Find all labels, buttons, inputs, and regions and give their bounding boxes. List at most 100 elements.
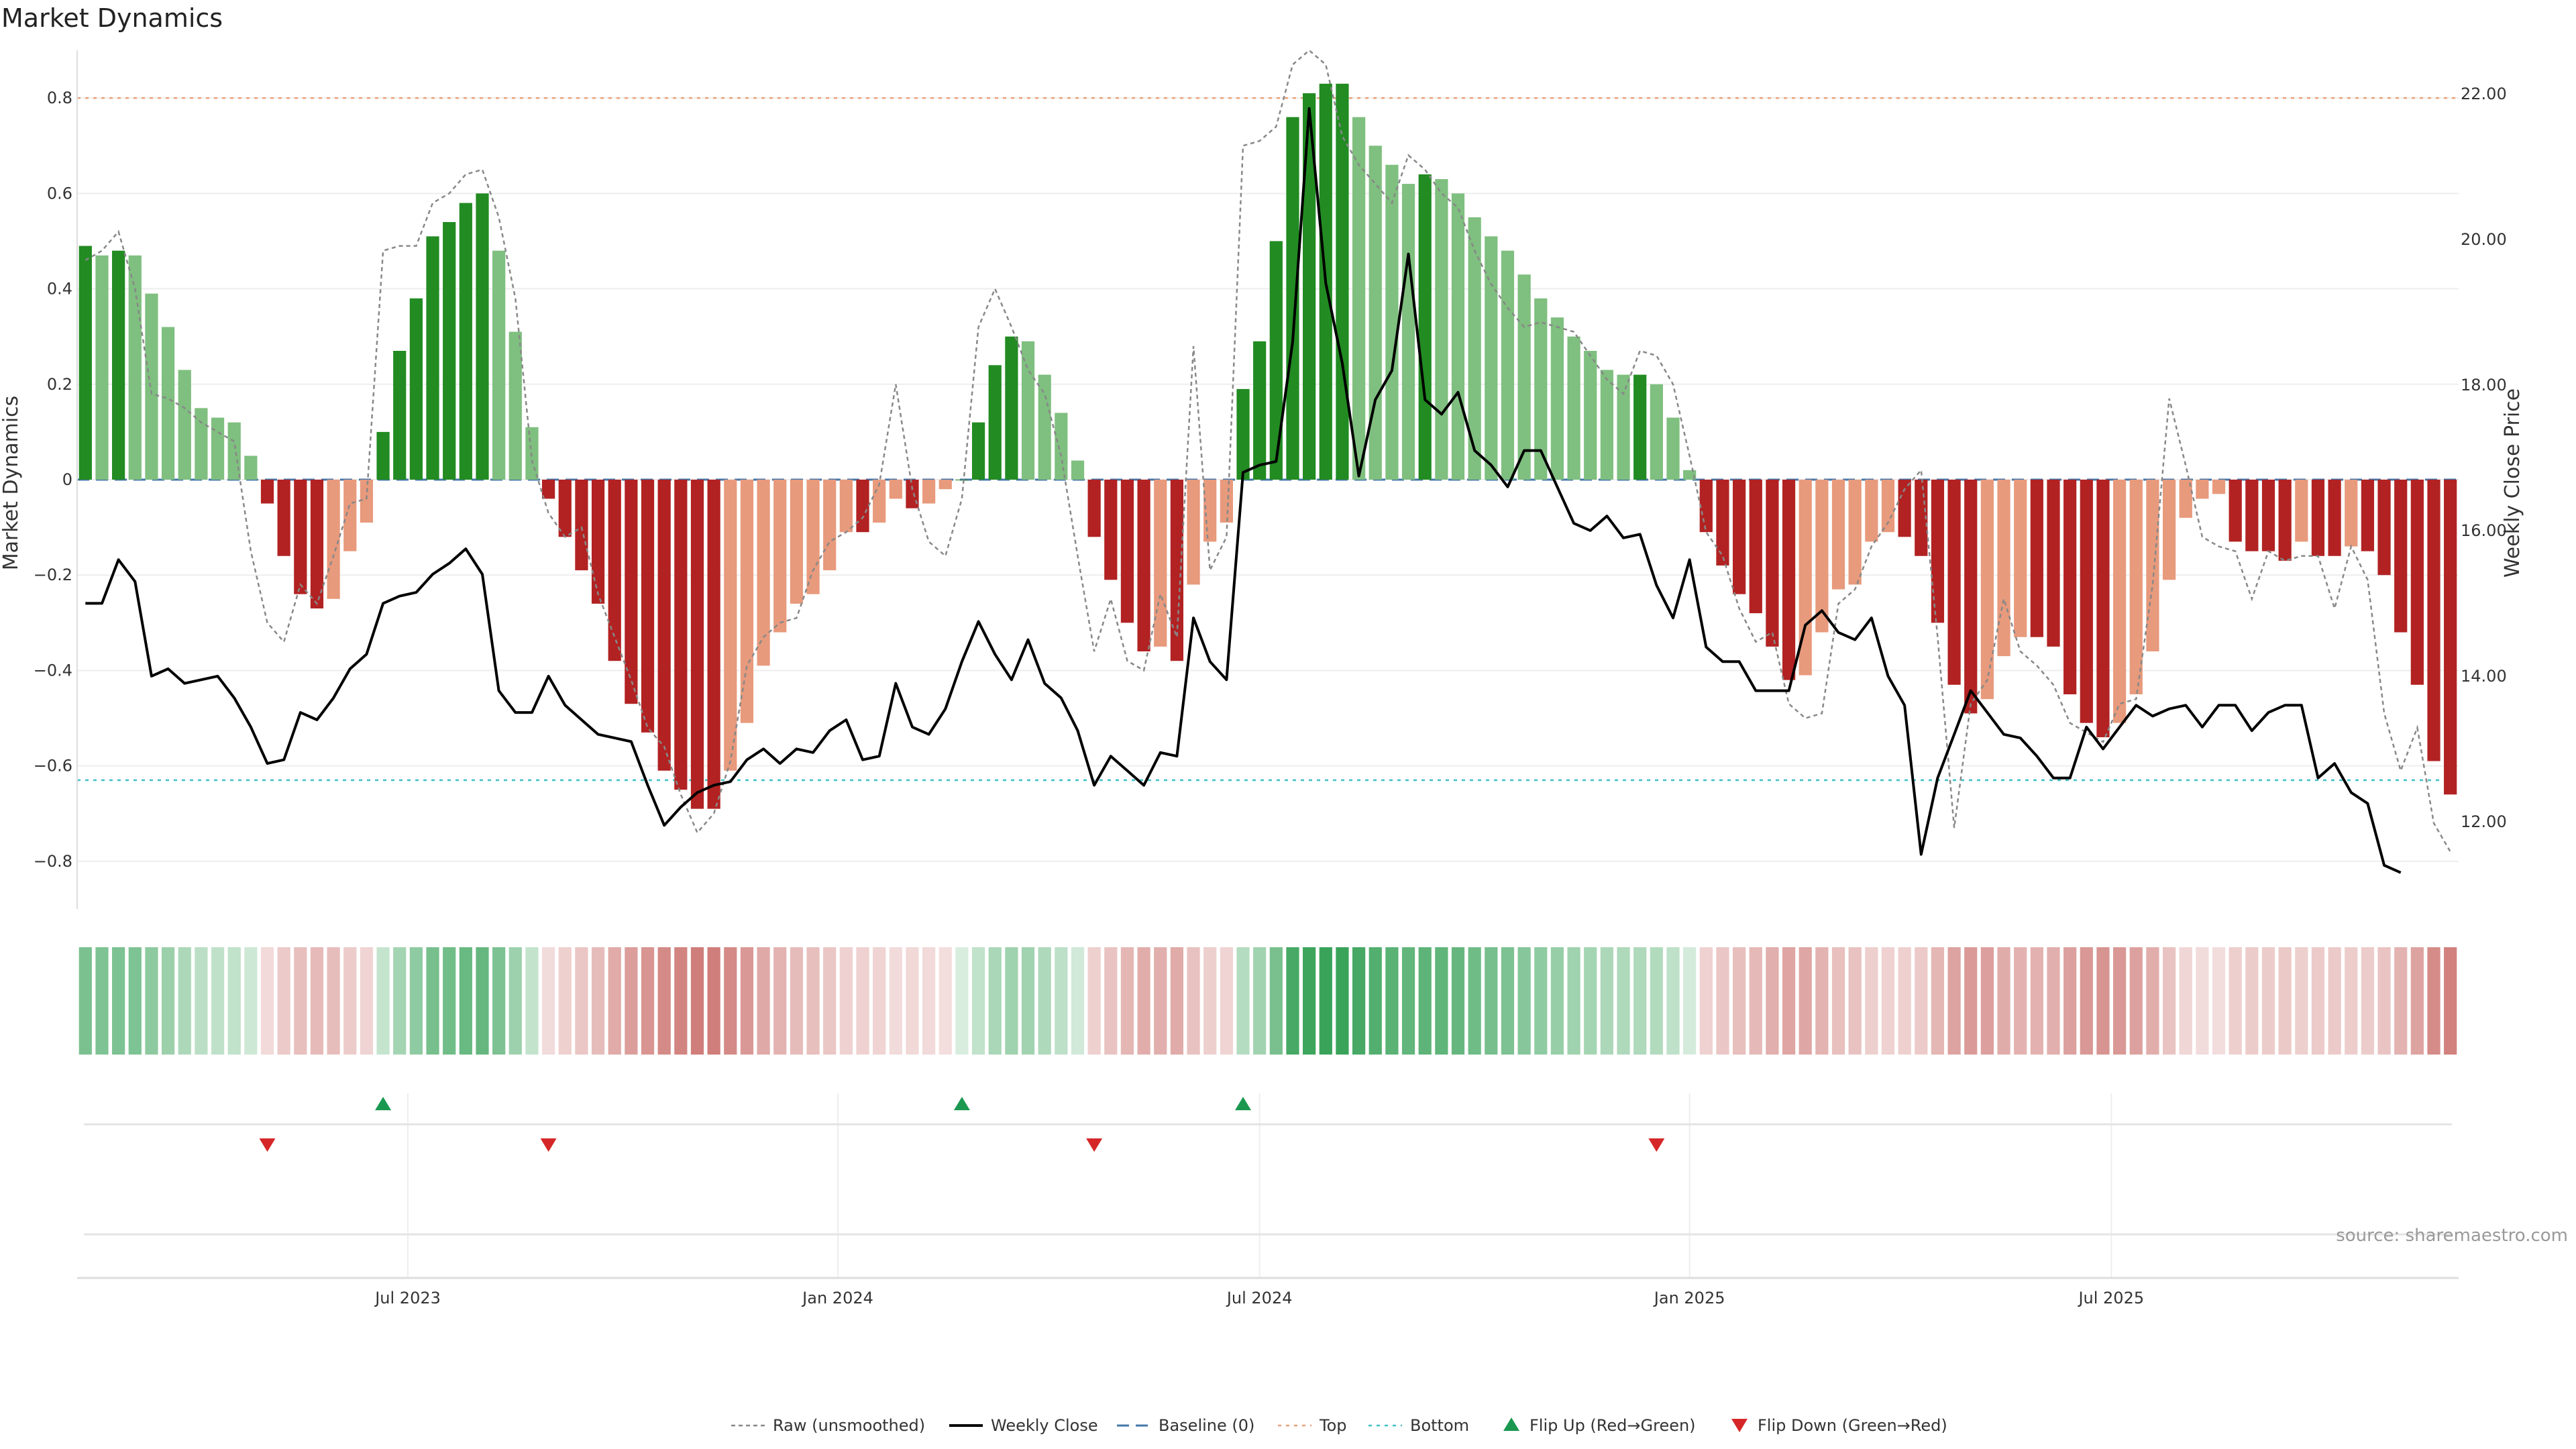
source-note: source: sharemaestro.com [2336, 1226, 2568, 1246]
dynamics-bar [1269, 241, 1283, 480]
y2-tick-label: 14.00 [2461, 667, 2507, 686]
flip-up-marker [375, 1097, 392, 1110]
dynamics-bar [327, 480, 340, 599]
heat-cell [376, 947, 390, 1055]
dynamics-bar [1749, 480, 1762, 614]
heat-cell [2030, 947, 2043, 1055]
heat-cell [161, 947, 175, 1055]
dynamics-bar [1699, 480, 1713, 533]
heat-cell [1683, 947, 1697, 1055]
dynamics-bar [1087, 480, 1101, 537]
flip-down-marker [1648, 1138, 1665, 1152]
heat-cell [2162, 947, 2176, 1055]
dynamics-bar [1418, 174, 1432, 480]
dynamics-bar [806, 480, 820, 594]
heat-cell [145, 947, 158, 1055]
heat-cell [839, 947, 853, 1055]
heat-cell [1468, 947, 1481, 1055]
heat-cell [1550, 947, 1564, 1055]
dynamics-bar [1435, 179, 1448, 480]
legend-label: Bottom [1410, 1416, 1469, 1435]
dynamics-bar [608, 480, 621, 661]
heat-cell [657, 947, 671, 1055]
heat-cell [1352, 947, 1366, 1055]
heat-cell [1269, 947, 1283, 1055]
heat-cell [2146, 947, 2159, 1055]
heat-cell [426, 947, 439, 1055]
chart-title: Market Dynamics [1, 3, 223, 33]
weekly-close-line [85, 107, 2402, 874]
heat-cell [1137, 947, 1150, 1055]
dynamics-bar [1915, 480, 1928, 556]
heat-cell [508, 947, 522, 1055]
heat-cell [95, 947, 109, 1055]
dynamics-bar [2345, 480, 2358, 547]
heat-cell [1435, 947, 1448, 1055]
legend-item-baseline: Baseline (0) [1117, 1416, 1254, 1435]
dynamics-bar [1766, 480, 1779, 647]
dynamics-bar [95, 255, 109, 480]
dynamics-bar [260, 480, 274, 504]
dynamics-bar [2047, 480, 2060, 647]
dynamics-bar [1716, 480, 1729, 566]
dynamics-bar [2096, 480, 2110, 737]
dynamics-bar [244, 455, 258, 480]
y2-axis-title: Weekly Close Price [2501, 388, 2524, 578]
heat-cell [1368, 947, 1382, 1055]
heat-cell [343, 947, 357, 1055]
dynamics-bar [2295, 480, 2308, 542]
heat-cell [327, 947, 340, 1055]
dynamics-bar [922, 480, 936, 504]
legend-swatch [1503, 1417, 1519, 1431]
heat-cell [1087, 947, 1101, 1055]
y-axis-title: Market Dynamics [0, 396, 23, 571]
heat-cell [558, 947, 572, 1055]
dynamics-bar [740, 480, 754, 723]
heat-cell [922, 947, 936, 1055]
heat-cell [2261, 947, 2275, 1055]
heat-cell [294, 947, 307, 1055]
dynamics-bar [690, 480, 704, 809]
heat-cell [856, 947, 869, 1055]
heat-cell [591, 947, 605, 1055]
dynamics-bar [195, 408, 208, 480]
dynamics-bar [2394, 480, 2408, 633]
dynamics-bar [1980, 480, 1994, 700]
x-axis: Jul 2023 Jan 2024 Jul 2024 Jan 2025 Jul 2025 [77, 1277, 2459, 1307]
dynamics-bar [1170, 480, 1184, 661]
dynamics-bar [2328, 480, 2341, 556]
dynamics-bar [1534, 298, 1548, 480]
dynamics-bar [492, 250, 506, 480]
heat-cell [806, 947, 820, 1055]
dynamics-bar [1401, 184, 1415, 480]
dynamics-bar [2410, 480, 2424, 685]
grid-layer [77, 97, 2459, 1278]
heat-cell [178, 947, 191, 1055]
heat-cell [740, 947, 754, 1055]
dynamics-bar [2278, 480, 2292, 561]
heat-cell [1997, 947, 2010, 1055]
heat-cell [2212, 947, 2226, 1055]
dynamics-bar [1633, 374, 1647, 480]
heat-cell [1203, 947, 1217, 1055]
heat-cell [2196, 947, 2209, 1055]
dynamics-bar [2261, 480, 2275, 551]
dynamics-bar [360, 480, 374, 523]
dynamics-bar [376, 431, 390, 480]
y-tick-label: −0.4 [34, 661, 72, 680]
flip-down-marker [540, 1138, 557, 1152]
heat-cell [1154, 947, 1167, 1055]
dynamics-bar [2129, 480, 2143, 694]
dynamics-bar [1055, 413, 1068, 480]
dynamics-bar [409, 298, 423, 480]
dynamics-bar [591, 480, 605, 604]
y-axis-right: 22.00 20.00 18.00 16.00 14.00 12.00 [2461, 85, 2507, 831]
heat-cell [1600, 947, 1613, 1055]
dynamics-bar [1964, 480, 1978, 714]
dynamics-bar [1468, 217, 1481, 480]
dynamics-bar [641, 480, 655, 733]
heat-cell [195, 947, 208, 1055]
dynamics-bar [1303, 93, 1316, 480]
heat-cell [1319, 947, 1332, 1055]
dynamics-bar [508, 331, 522, 480]
